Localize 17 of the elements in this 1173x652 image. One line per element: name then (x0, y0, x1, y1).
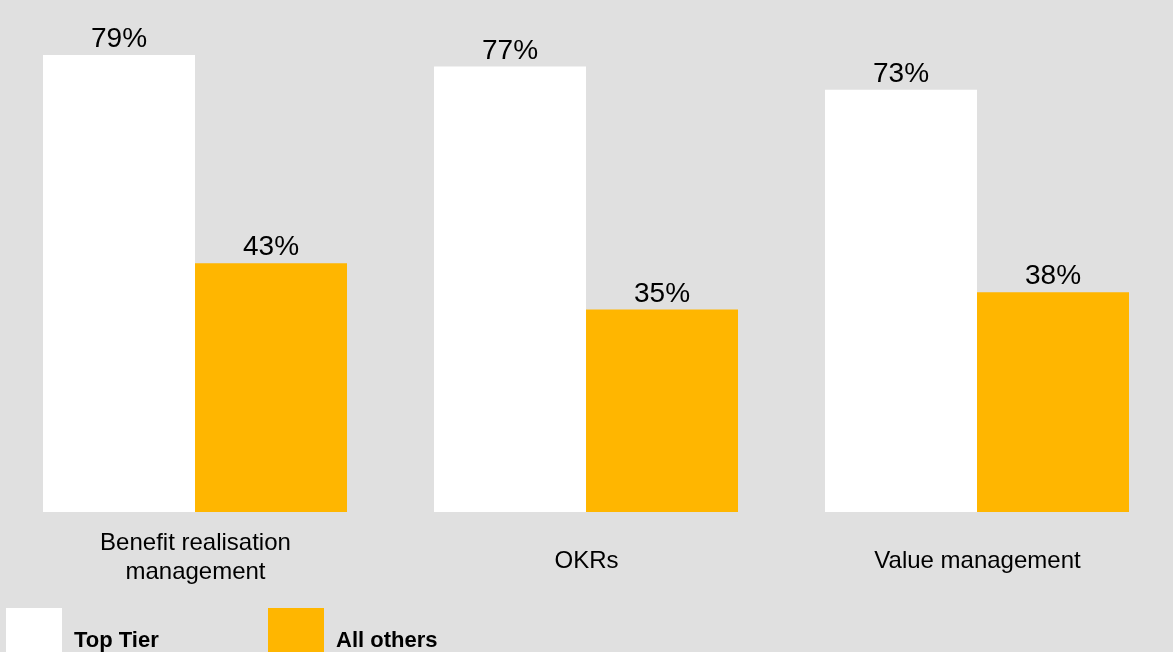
legend-label: All others (336, 627, 438, 652)
data-label: 43% (242, 230, 300, 262)
data-label: 35% (633, 276, 691, 308)
bar (825, 89, 978, 512)
data-label: 77% (481, 33, 539, 65)
bar (195, 263, 348, 512)
legend-label: Top Tier (74, 627, 159, 652)
x-tick-label: OKRs (554, 546, 619, 573)
data-label: 38% (1024, 259, 1082, 291)
x-tick-label: Value management (874, 546, 1082, 573)
bar (586, 309, 739, 512)
data-label: 73% (872, 56, 930, 88)
bar (434, 66, 587, 512)
bar (43, 55, 196, 512)
x-tick-label: Benefit realisation management (100, 528, 291, 584)
data-label: 79% (90, 22, 148, 53)
bar (977, 292, 1130, 512)
